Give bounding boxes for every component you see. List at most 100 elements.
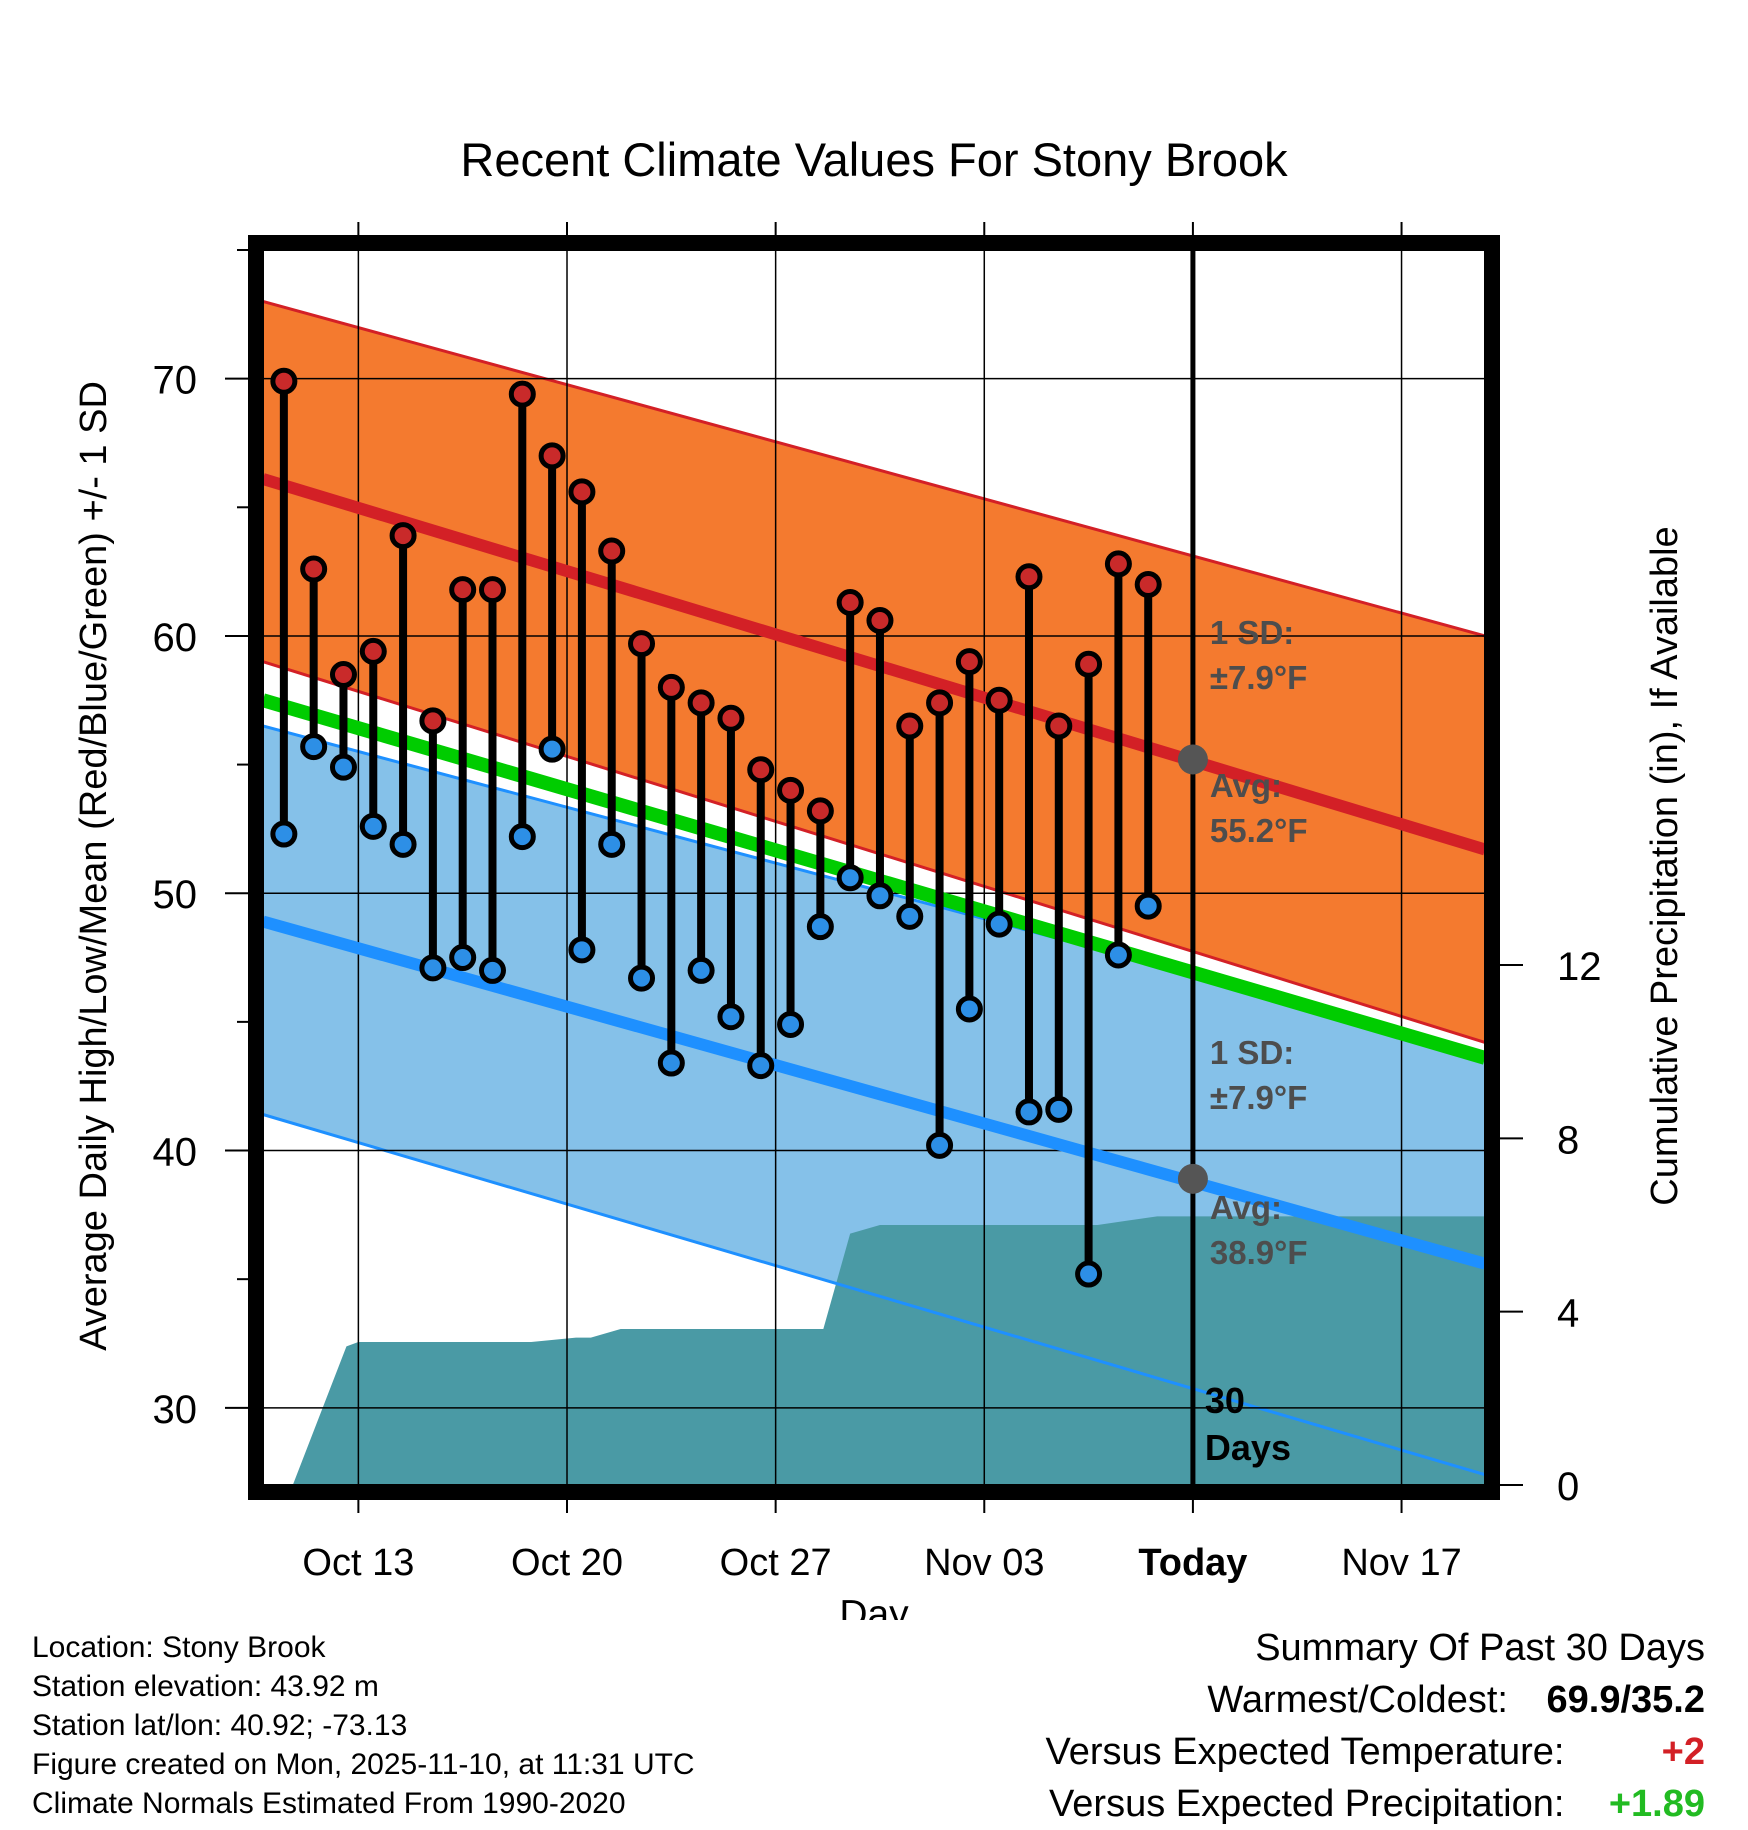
summary-temperature: Versus Expected Temperature: +2 (1046, 1726, 1705, 1778)
average-low-line (263, 915, 1485, 1270)
summary-precipitation: Versus Expected Precipitation: +1.89 (1046, 1778, 1705, 1830)
daily-low-marker (389, 830, 417, 858)
daily-high-marker (300, 555, 328, 583)
y-tick-label: 30 (153, 1388, 198, 1432)
latlon-text: Station lat/lon: 40.92; -73.13 (32, 1709, 408, 1742)
daily-low-marker (1015, 1098, 1043, 1126)
high-sd-value: ±7.9°F (1210, 659, 1307, 696)
daily-high-marker (628, 630, 656, 658)
daily-high-marker (389, 522, 417, 550)
summary-warmest-coldest: Warmest/Coldest: 69.9/35.2 (1046, 1674, 1705, 1726)
x-tick-label: Oct 13 (302, 1542, 414, 1584)
daily-low-marker (926, 1131, 954, 1159)
climate-chart: 1 SD: ±7.9°F Avg: 55.2°F 1 SD: ±7.9°F Avg: 38.9… (73, 133, 1686, 1620)
y-tick-label: 70 (153, 359, 198, 403)
y-tick-label: 60 (153, 616, 198, 660)
today-high-average-point (1177, 744, 1208, 775)
daily-high-marker (1015, 563, 1043, 591)
high-sd-upper-line (263, 300, 1485, 638)
daily-high-marker (747, 756, 775, 784)
window-number: 30 (1205, 1380, 1245, 1421)
daily-low-marker (1104, 941, 1132, 969)
daily-low-marker (508, 823, 536, 851)
today-low-average-point (1177, 1163, 1208, 1194)
daily-low-marker (985, 910, 1013, 938)
warmest-coldest-value: 69.9/35.2 (1546, 1679, 1705, 1721)
low-sd-value: ±7.9°F (1210, 1079, 1307, 1116)
daily-low-marker (538, 735, 566, 763)
daily-high-marker (598, 537, 626, 565)
daily-low-marker (270, 820, 298, 848)
y2-tick-label: 8 (1557, 1118, 1579, 1162)
x-tick-label: Oct 20 (511, 1542, 623, 1584)
y2-axis-label: Cumulative Precipitation (in), If Availa… (1644, 526, 1686, 1205)
y2-tick-label: 0 (1557, 1465, 1579, 1509)
daily-high-marker (329, 661, 357, 689)
warmest-coldest-label: Warmest/Coldest: (1207, 1679, 1508, 1721)
daily-high-marker (419, 707, 447, 735)
daily-high-marker (955, 648, 983, 676)
average-high-line (263, 473, 1485, 856)
daily-low-marker (359, 812, 387, 840)
daily-low-marker (329, 753, 357, 781)
daily-low-marker (806, 913, 834, 941)
daily-low-marker (717, 1003, 745, 1031)
daily-low-marker (419, 954, 447, 982)
daily-high-marker (1045, 712, 1073, 740)
x-tick-label: Nov 03 (924, 1542, 1044, 1584)
daily-low-marker (568, 936, 596, 964)
daily-high-marker (836, 588, 864, 616)
daily-low-marker (955, 995, 983, 1023)
daily-low-marker (836, 864, 864, 892)
high-avg-label: Avg: (1210, 767, 1282, 804)
daily-low-marker (598, 830, 626, 858)
low-sd-lower-line (263, 1113, 1485, 1477)
daily-low-marker (896, 902, 924, 930)
daily-low-marker (449, 944, 477, 972)
daily-high-marker (777, 776, 805, 804)
daily-high-marker (359, 637, 387, 665)
daily-high-marker (926, 689, 954, 717)
daily-high-marker (568, 478, 596, 506)
chart-title: Recent Climate Values For Stony Brook (460, 133, 1288, 186)
precipitation-label: Versus Expected Precipitation: (1049, 1783, 1565, 1825)
location-text: Location: Stony Brook (32, 1631, 326, 1664)
normals-text: Climate Normals Estimated From 1990-2020 (32, 1787, 626, 1820)
daily-high-marker (657, 673, 685, 701)
plot-frame (248, 235, 1500, 1500)
plot-area (263, 250, 1485, 1485)
daily-high-marker (985, 686, 1013, 714)
daily-high-marker (896, 712, 924, 740)
x-axis-label: Day (839, 1593, 909, 1620)
daily-high-marker (449, 576, 477, 604)
x-tick-label: Today (1138, 1542, 1247, 1584)
daily-low-marker (687, 956, 715, 984)
daily-low-marker (478, 956, 506, 984)
daily-low-marker (1045, 1095, 1073, 1123)
precipitation-area (263, 1216, 1485, 1485)
low-sd-label: 1 SD: (1210, 1034, 1294, 1071)
daily-high-marker (1104, 550, 1132, 578)
high-sd-label: 1 SD: (1210, 614, 1294, 651)
daily-low-marker (628, 964, 656, 992)
y2-tick-label: 4 (1557, 1292, 1579, 1336)
station-info: Location: Stony Brook Station elevation:… (32, 1628, 695, 1823)
daily-high-marker (717, 704, 745, 732)
high-avg-value: 55.2°F (1210, 812, 1308, 849)
created-text: Figure created on Mon, 2025-11-10, at 11… (32, 1748, 695, 1781)
x-tick-label: Nov 17 (1341, 1542, 1461, 1584)
precipitation-anomaly-value: +1.89 (1608, 1783, 1705, 1825)
daily-low-marker (1134, 892, 1162, 920)
daily-low-marker (747, 1052, 775, 1080)
y-axis-label: Average Daily High/Low/Mean (Red/Blue/Gr… (73, 381, 115, 1351)
summary-panel: Summary Of Past 30 Days Warmest/Coldest:… (1046, 1622, 1705, 1830)
high-sd-band (263, 301, 1485, 1043)
elevation-text: Station elevation: 43.92 m (32, 1670, 379, 1703)
daily-high-marker (687, 689, 715, 717)
y2-tick-label: 12 (1557, 945, 1602, 989)
daily-low-marker (1075, 1260, 1103, 1288)
daily-high-marker (866, 607, 894, 634)
temperature-label: Versus Expected Temperature: (1045, 1731, 1565, 1773)
daily-low-marker (866, 882, 894, 910)
daily-low-marker (300, 733, 328, 761)
